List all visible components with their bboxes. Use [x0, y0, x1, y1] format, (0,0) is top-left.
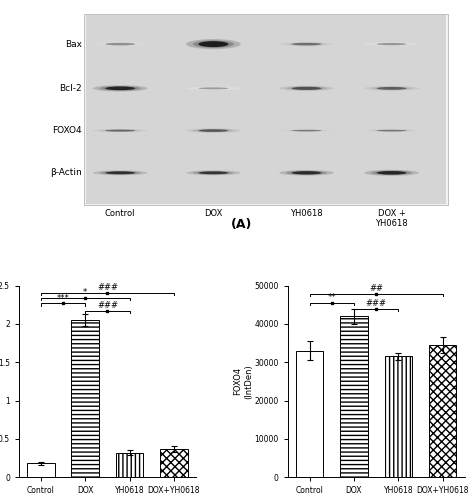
Ellipse shape — [93, 170, 147, 175]
Ellipse shape — [364, 86, 419, 91]
Ellipse shape — [378, 43, 405, 45]
Text: Bax: Bax — [65, 40, 82, 49]
Ellipse shape — [193, 129, 234, 132]
Text: YH0618: YH0618 — [290, 209, 323, 218]
Ellipse shape — [286, 43, 327, 46]
Ellipse shape — [376, 43, 407, 45]
Ellipse shape — [107, 171, 134, 174]
Ellipse shape — [364, 170, 419, 176]
Ellipse shape — [193, 171, 234, 174]
Ellipse shape — [198, 171, 228, 174]
Ellipse shape — [200, 130, 227, 132]
Ellipse shape — [364, 42, 419, 46]
Bar — [84, 14, 448, 205]
Ellipse shape — [100, 86, 141, 91]
Ellipse shape — [198, 41, 228, 47]
Ellipse shape — [93, 85, 147, 91]
Ellipse shape — [107, 130, 134, 131]
Ellipse shape — [292, 171, 321, 174]
Text: **: ** — [328, 293, 336, 302]
Ellipse shape — [100, 171, 141, 174]
Ellipse shape — [93, 42, 147, 46]
Ellipse shape — [186, 128, 241, 133]
Y-axis label: FOXO4
(IntDen): FOXO4 (IntDen) — [234, 364, 253, 399]
Text: *: * — [83, 288, 87, 297]
Ellipse shape — [100, 129, 141, 132]
Text: ***: *** — [56, 294, 69, 303]
Ellipse shape — [376, 171, 407, 174]
Ellipse shape — [279, 170, 334, 175]
Ellipse shape — [198, 87, 228, 89]
Ellipse shape — [200, 87, 227, 89]
Ellipse shape — [371, 86, 412, 90]
Ellipse shape — [293, 87, 320, 89]
Ellipse shape — [200, 42, 227, 47]
Ellipse shape — [293, 130, 320, 131]
Ellipse shape — [293, 171, 320, 174]
Ellipse shape — [364, 129, 419, 132]
Ellipse shape — [193, 40, 234, 48]
Text: β-Actin: β-Actin — [50, 168, 82, 177]
Ellipse shape — [378, 87, 405, 89]
Ellipse shape — [376, 130, 407, 131]
Text: FOXO4: FOXO4 — [52, 126, 82, 135]
Ellipse shape — [378, 130, 405, 131]
Ellipse shape — [292, 87, 321, 90]
Ellipse shape — [371, 130, 412, 132]
Ellipse shape — [186, 170, 241, 175]
Ellipse shape — [105, 130, 135, 132]
Ellipse shape — [186, 86, 241, 90]
Ellipse shape — [286, 86, 327, 90]
Ellipse shape — [371, 43, 412, 46]
Ellipse shape — [198, 129, 228, 132]
Ellipse shape — [286, 171, 327, 175]
Text: ##: ## — [369, 284, 383, 293]
Text: ###: ### — [365, 299, 387, 308]
Bar — [27, 463, 55, 477]
Ellipse shape — [186, 39, 241, 49]
Ellipse shape — [107, 87, 134, 90]
Ellipse shape — [105, 171, 135, 174]
Text: ###: ### — [97, 283, 118, 292]
Text: DOX: DOX — [204, 209, 223, 218]
Bar — [296, 351, 323, 477]
Ellipse shape — [200, 171, 227, 174]
Text: DOX +
YH0618: DOX + YH0618 — [375, 209, 408, 228]
Bar — [116, 453, 143, 477]
Ellipse shape — [286, 130, 327, 132]
Bar — [160, 449, 188, 477]
Bar — [72, 320, 99, 477]
Ellipse shape — [193, 87, 234, 89]
Ellipse shape — [378, 171, 405, 174]
Ellipse shape — [371, 170, 412, 175]
Bar — [86, 15, 447, 204]
Text: Control: Control — [105, 209, 136, 218]
Ellipse shape — [292, 43, 321, 45]
Ellipse shape — [93, 129, 147, 132]
Ellipse shape — [293, 43, 320, 45]
Text: (A): (A) — [231, 218, 253, 231]
Bar — [384, 356, 412, 477]
Text: Bcl-2: Bcl-2 — [59, 84, 82, 93]
Ellipse shape — [292, 130, 321, 131]
Text: ###: ### — [97, 301, 118, 310]
Ellipse shape — [279, 129, 334, 132]
Ellipse shape — [107, 43, 134, 45]
Bar — [429, 345, 456, 477]
Ellipse shape — [279, 42, 334, 46]
Ellipse shape — [105, 86, 135, 90]
Ellipse shape — [376, 87, 407, 90]
Ellipse shape — [100, 43, 141, 46]
Bar — [340, 316, 368, 477]
Ellipse shape — [105, 43, 135, 45]
Ellipse shape — [279, 85, 334, 91]
